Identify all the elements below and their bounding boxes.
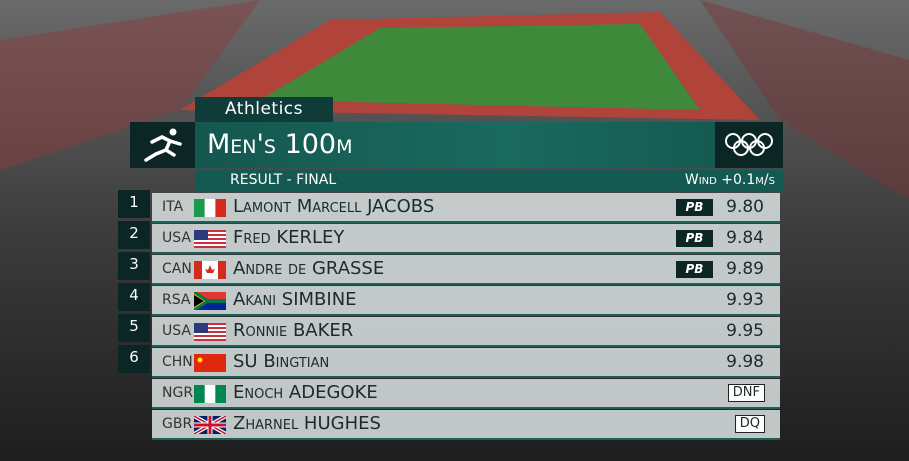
flag — [193, 290, 226, 319]
sport-icon — [130, 122, 195, 168]
flag — [194, 353, 226, 381]
athlete-name: Andre de GRASSE — [233, 258, 385, 279]
olympic-rings — [715, 122, 783, 168]
flag-image — [194, 385, 226, 403]
country-code: CHN — [162, 354, 193, 370]
result-row: USA Fred KERLEY PB 9.84 — [152, 224, 780, 254]
result-time: 9.95 — [726, 321, 764, 341]
result-status: DNF — [727, 384, 765, 402]
rank: 5 — [118, 314, 150, 342]
country-code: CAN — [162, 261, 192, 277]
flag — [194, 384, 226, 412]
country-code: USA — [162, 230, 191, 246]
flag-image — [193, 414, 227, 436]
subtitle: RESULT - FINAL — [230, 172, 337, 188]
pb-badge: PB — [676, 261, 713, 278]
flag-image — [194, 261, 226, 279]
rings-icon — [725, 133, 773, 156]
result-row: ITA Lamont Marcell JACOBS PB 9.80 — [152, 193, 780, 223]
result-status: DQ — [734, 415, 765, 433]
runner-icon — [144, 128, 182, 162]
rank: 6 — [118, 345, 150, 373]
result-row: GBR Zharnel HUGHES DQ — [152, 410, 780, 440]
flag — [194, 260, 226, 288]
athlete-name: Ronnie BAKER — [233, 320, 354, 341]
result-time: 9.80 — [726, 197, 764, 217]
result-row: USA Ronnie BAKER 9.95 — [152, 317, 780, 347]
subtitle-bar: RESULT - FINAL Wind +0.1m/s — [195, 170, 783, 191]
event-title: Men's 100m — [195, 122, 715, 168]
country-code: GBR — [162, 416, 193, 432]
country-code: ITA — [162, 199, 184, 215]
result-time: 9.89 — [726, 259, 764, 279]
athlete-name: Lamont Marcell JACOBS — [233, 196, 435, 217]
flag-image — [194, 230, 226, 248]
pb-badge: PB — [676, 199, 713, 216]
sport-tab: Athletics — [195, 97, 333, 122]
result-time: 9.98 — [726, 352, 764, 372]
result-time: 9.93 — [726, 290, 764, 310]
rank: 1 — [118, 190, 150, 218]
rank: 2 — [118, 221, 150, 249]
rank: 4 — [118, 283, 150, 311]
athlete-name: Fred KERLEY — [233, 227, 345, 248]
result-row: CAN Andre de GRASSE PB 9.89 — [152, 255, 780, 285]
result-row: CHN SU Bingtian 9.98 — [152, 348, 780, 378]
flag-image — [194, 323, 226, 341]
flag-image — [194, 354, 226, 372]
wind: Wind +0.1m/s — [684, 172, 775, 188]
athlete-name: Akani SIMBINE — [233, 289, 357, 310]
flag — [194, 229, 226, 257]
result-time: 9.84 — [726, 228, 764, 248]
flag — [194, 322, 226, 350]
rank: 3 — [118, 252, 150, 280]
flag-image — [193, 290, 226, 312]
athlete-name: SU Bingtian — [233, 351, 330, 372]
country-code: USA — [162, 323, 191, 339]
flag-image — [194, 199, 226, 217]
result-row: RSA Akani SIMBINE 9.93 — [152, 286, 780, 316]
flag — [193, 414, 227, 443]
country-code: RSA — [162, 292, 191, 308]
result-row: NGR Enoch ADEGOKE DNF — [152, 379, 780, 409]
athlete-name: Enoch ADEGOKE — [233, 382, 378, 403]
flag — [194, 198, 226, 226]
athlete-name: Zharnel HUGHES — [233, 413, 381, 434]
country-code: NGR — [162, 385, 194, 401]
pb-badge: PB — [676, 230, 713, 247]
